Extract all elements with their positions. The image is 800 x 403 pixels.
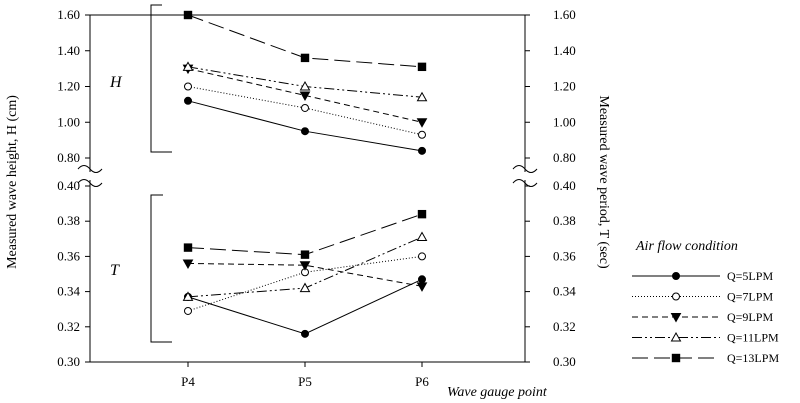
data-point-h-q-9lpm [416,118,428,128]
data-point-t-q-7lpm [418,252,426,261]
data-point-h-q-7lpm [301,103,309,112]
plot-axes: 0.80 0.80 1.00 1.00 1.20 1.20 1.40 1.40 1.60 1.60… [57,4,576,389]
y-tick-label-left: 0.36 [57,248,80,263]
panel-label-t: T [110,262,120,279]
data-point-t-q-9lpm [416,282,428,292]
data-point-t-q-5lpm [418,275,426,284]
series-line-h-q-7lpm [187,86,423,136]
legend-marker-q-11lpm [670,331,682,342]
data-point-h-q-5lpm [184,96,192,105]
x-tick-label: P5 [298,374,312,389]
bracket-t [150,194,172,343]
data-point-t-q-13lpm [183,243,193,252]
data-point-h-q-5lpm [418,146,426,155]
data-point-t-q-9lpm [299,261,311,271]
y-tick-label-left: 0.32 [57,319,80,334]
axis-break-left-bottom [77,179,103,187]
y-tick-label-left: 1.40 [57,43,80,58]
y-tick-label-right: 0.36 [553,248,576,263]
data-point-h-q-5lpm [301,127,309,136]
data-point-h-q-7lpm [418,130,426,139]
panel-label-h: H [109,74,123,91]
data-point-h-q-11lpm [416,91,428,102]
y-tick-label-right: 0.34 [553,284,576,299]
y-tick-label-right: 0.32 [553,319,576,334]
y-tick-label-right: 0.30 [553,354,576,369]
legend-label-q-7lpm: Q=7LPM [727,290,773,304]
legend-marker-q-13lpm [671,353,681,363]
y-tick-label-left: 0.34 [57,284,80,299]
axis-break-left-top [77,165,103,173]
x-axis-title: Wave gauge point [447,385,548,400]
y-tick-label-right: 1.00 [553,114,576,129]
legend-label-q-5lpm: Q=5LPM [727,269,773,283]
y-tick-label-left: 1.00 [57,114,80,129]
y-tick-label-left: 0.38 [57,213,80,228]
data-point-h-q-13lpm [417,62,427,72]
data-point-h-q-7lpm [184,82,192,91]
y-tick-label-left: 1.60 [57,7,80,22]
y-tick-label-right: 0.40 [553,178,576,193]
data-point-t-q-11lpm [182,291,194,301]
data-point-t-q-9lpm [182,259,194,269]
axis-break-right-bottom [512,179,538,187]
y-tick-label-right: 1.60 [553,7,576,22]
data-point-t-q-11lpm [416,231,428,242]
y-tick-label-right: 0.80 [553,150,576,165]
y-tick-label-left: 0.40 [57,178,80,193]
legend-label-q-13lpm: Q=13LPM [727,351,779,365]
y-tick-label-right: 1.20 [553,79,576,94]
x-tick-label: P6 [415,374,429,389]
y-axis-left-title: Measured wave height, H (cm) [5,95,20,269]
data-point-t-q-11lpm [299,282,311,293]
axis-break-right-top [512,165,538,173]
data-point-h-q-11lpm [299,80,311,91]
bracket-h [150,4,172,153]
data-point-h-q-11lpm [182,61,194,71]
data-point-t-q-7lpm [184,306,192,315]
legend-marker-q-7lpm [672,292,680,301]
legend-title: Air flow condition [635,239,738,254]
y-tick-label-left: 0.30 [57,354,80,369]
plot-marks [182,10,428,338]
legend-label-q-9lpm: Q=9LPM [727,310,773,324]
legend-marker-q-5lpm [672,272,680,280]
legend-label-q-11lpm: Q=11LPM [727,331,779,345]
data-point-t-q-13lpm [300,250,310,259]
series-line-t-q-13lpm [187,213,423,256]
data-point-h-q-13lpm [300,53,310,63]
y-axis-right-title: Measured wave period, T (sec) [596,95,611,269]
data-point-t-q-13lpm [417,209,427,219]
y-tick-label-left: 1.20 [57,79,80,94]
data-point-t-q-5lpm [301,329,309,338]
x-tick-label: P4 [181,374,195,389]
data-point-h-q-9lpm [299,91,311,101]
y-tick-label-right: 1.40 [553,43,576,58]
y-tick-label-right: 0.38 [553,213,576,228]
legend: Q=5LPM Q=7LPM Q=9LPM Q=11LPM Q=13LPM [632,269,779,365]
data-point-h-q-13lpm [183,10,193,20]
legend-marker-q-9lpm [670,313,682,323]
y-tick-label-left: 0.80 [57,150,80,165]
